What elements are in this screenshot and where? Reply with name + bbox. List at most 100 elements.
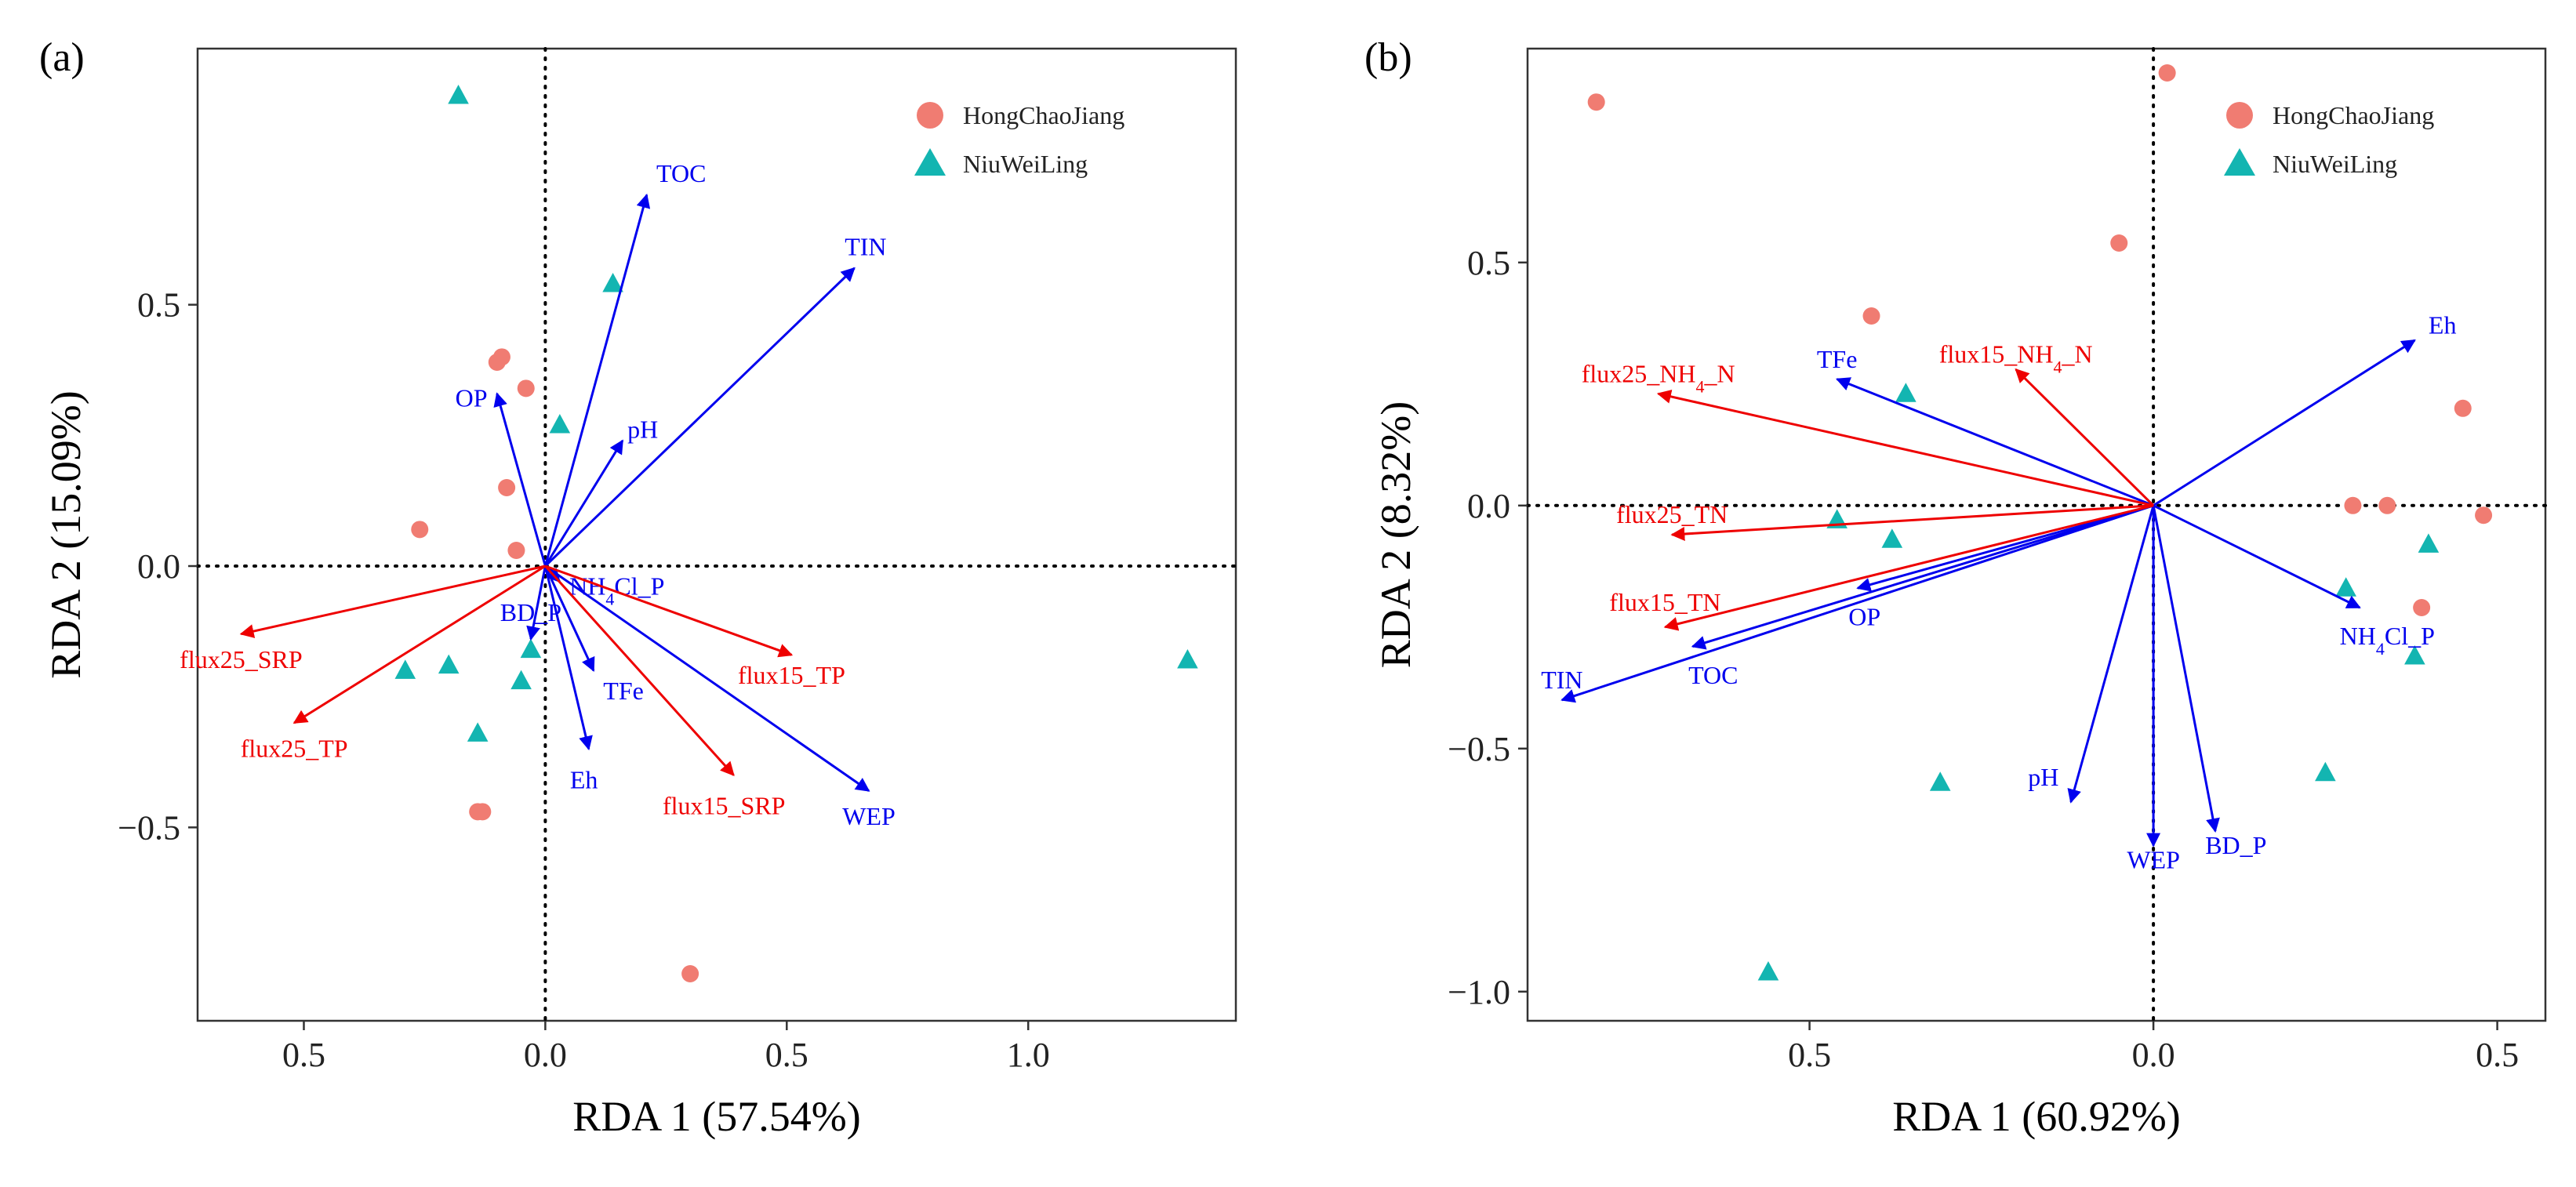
arrow-label-ph: pH (627, 416, 658, 444)
arrow-eh (543, 565, 593, 751)
arrow-flux25-nh4-n (1656, 389, 2154, 507)
arrow-toc (543, 193, 651, 567)
y-axis-label: RDA 2 (15.09%) (42, 390, 89, 678)
arrow-bd-p (526, 565, 547, 641)
site-point-hongchaojiang (507, 542, 525, 559)
site-point-niuweiling (1881, 528, 1903, 548)
site-point-hongchaojiang (2378, 496, 2396, 514)
arrow-label-flux25-nh4-n: flux25_NH4_N (1582, 359, 1735, 396)
site-point-hongchaojiang (2158, 64, 2176, 82)
x-tick-label: 0.5 (2476, 1036, 2519, 1074)
site-point-niuweiling (448, 85, 469, 104)
site-point-hongchaojiang (498, 479, 516, 496)
arrow-label-nh4cl-p: NH4Cl_P (2340, 622, 2435, 659)
legend-marker-niuweiling (914, 148, 946, 176)
x-tick-label: 0.5 (1788, 1036, 1831, 1074)
x-axis-label: RDA 1 (60.92%) (1892, 1093, 2180, 1140)
site-point-niuweiling (520, 638, 542, 659)
site-point-hongchaojiang (1862, 307, 1880, 325)
y-tick-label: 0.0 (137, 547, 180, 586)
arrow-label-bd-p: BD_P (2205, 831, 2266, 859)
arrow-ph (544, 439, 624, 567)
y-tick-label: 0.0 (1467, 487, 1510, 525)
arrow-label-op: OP (456, 384, 488, 412)
x-tick-label: 0.5 (765, 1036, 808, 1074)
arrow-nh4cl-p (2153, 504, 2361, 609)
site-point-niuweiling (438, 654, 460, 674)
arrow-label-tfe: TFe (1817, 345, 1858, 373)
arrow-label-flux25-tp: flux25_TP (241, 734, 348, 762)
arrow-label-flux15-tp: flux15_TP (738, 661, 845, 689)
arrow-flux25-tp (292, 564, 547, 724)
arrow-label-tfe: TFe (603, 677, 644, 705)
site-point-hongchaojiang (474, 803, 492, 821)
site-point-niuweiling (1177, 649, 1198, 669)
site-point-niuweiling (2404, 645, 2425, 665)
panel-label: (a) (39, 35, 85, 80)
arrow-flux15-tn (1663, 504, 2154, 631)
site-point-niuweiling (1929, 771, 1951, 791)
legend-label: NiuWeiLing (2273, 150, 2397, 178)
x-axis-label: RDA 1 (57.54%) (572, 1093, 860, 1140)
site-point-hongchaojiang (2454, 399, 2472, 417)
x-tick-label: 0.0 (2132, 1036, 2175, 1074)
x-tick-label: 0.5 (282, 1036, 325, 1074)
arrow-label-flux15-tn: flux15_TN (1609, 588, 1720, 616)
arrow-label-eh: Eh (2429, 310, 2457, 339)
arrow-tin (1560, 504, 2154, 703)
site-point-niuweiling (2315, 761, 2336, 782)
legend-marker-hongchaojiang (2226, 102, 2253, 129)
site-point-niuweiling (467, 722, 489, 742)
arrow-ph (2067, 505, 2155, 804)
arrow-tfe (544, 565, 595, 672)
x-tick-label: 1.0 (1007, 1036, 1050, 1074)
arrow-label-tin: TIN (1541, 666, 1582, 694)
site-point-niuweiling (602, 273, 623, 292)
site-point-niuweiling (2335, 577, 2356, 597)
arrow-label-ph: pH (2028, 763, 2058, 791)
arrow-tin (544, 267, 856, 568)
site-point-niuweiling (549, 414, 571, 434)
y-tick-label: −0.5 (118, 808, 180, 847)
y-tick-label: −0.5 (1448, 730, 1510, 768)
site-point-niuweiling (2418, 533, 2440, 553)
panel-label: (b) (1364, 35, 1412, 80)
arrow-toc (1691, 504, 2154, 650)
arrow-label-tin: TIN (845, 232, 886, 260)
site-point-hongchaojiang (1587, 93, 1605, 111)
site-point-hongchaojiang (681, 965, 699, 982)
panel-b: (b) 0.5 0.0 0.5 −1.0 −0.5 0.0 0.5 RDA 1 (60.92%)… (1364, 35, 2547, 1140)
arrow-label-eh: Eh (570, 765, 598, 793)
arrow-flux15-tp (544, 564, 794, 658)
site-point-niuweiling (394, 659, 416, 679)
plot-frame (196, 47, 1237, 1022)
arrow-label-bd-p: BD_P (500, 598, 561, 626)
arrow-flux15-srp (544, 564, 735, 777)
plot-frame (1526, 47, 2547, 1022)
arrow-wep (544, 564, 870, 792)
site-point-hongchaojiang (2413, 599, 2431, 616)
site-point-niuweiling (1757, 961, 1779, 981)
legend-marker-hongchaojiang (917, 102, 943, 129)
arrow-op (493, 392, 547, 567)
y-tick-label: 0.5 (137, 286, 180, 325)
panel-a: (a) 0.5 0.0 0.5 1.0 −0.5 0.0 0.5 RDA 1 (57.54%) R… (39, 35, 1237, 1140)
site-point-hongchaojiang (517, 379, 535, 397)
legend-label: HongChaoJiang (2273, 101, 2434, 129)
site-point-hongchaojiang (411, 521, 429, 539)
y-tick-label: −1.0 (1448, 973, 1510, 1011)
arrow-flux25-tn (1670, 504, 2154, 542)
arrow-label-wep: WEP (842, 802, 896, 830)
arrow-label-flux15-srp: flux15_SRP (663, 792, 785, 820)
arrow-label-flux25-srp: flux25_SRP (180, 645, 302, 673)
arrow-label-wep: WEP (2127, 845, 2180, 873)
site-point-hongchaojiang (2475, 506, 2493, 525)
site-point-niuweiling (510, 670, 532, 690)
y-tick-label: 0.5 (1467, 244, 1510, 282)
site-point-hongchaojiang (2344, 496, 2362, 514)
site-point-hongchaojiang (488, 354, 506, 371)
arrow-bd-p (2152, 505, 2220, 833)
site-point-niuweiling (1895, 383, 1917, 402)
y-axis-label: RDA 2 (8.32%) (1372, 401, 1419, 668)
